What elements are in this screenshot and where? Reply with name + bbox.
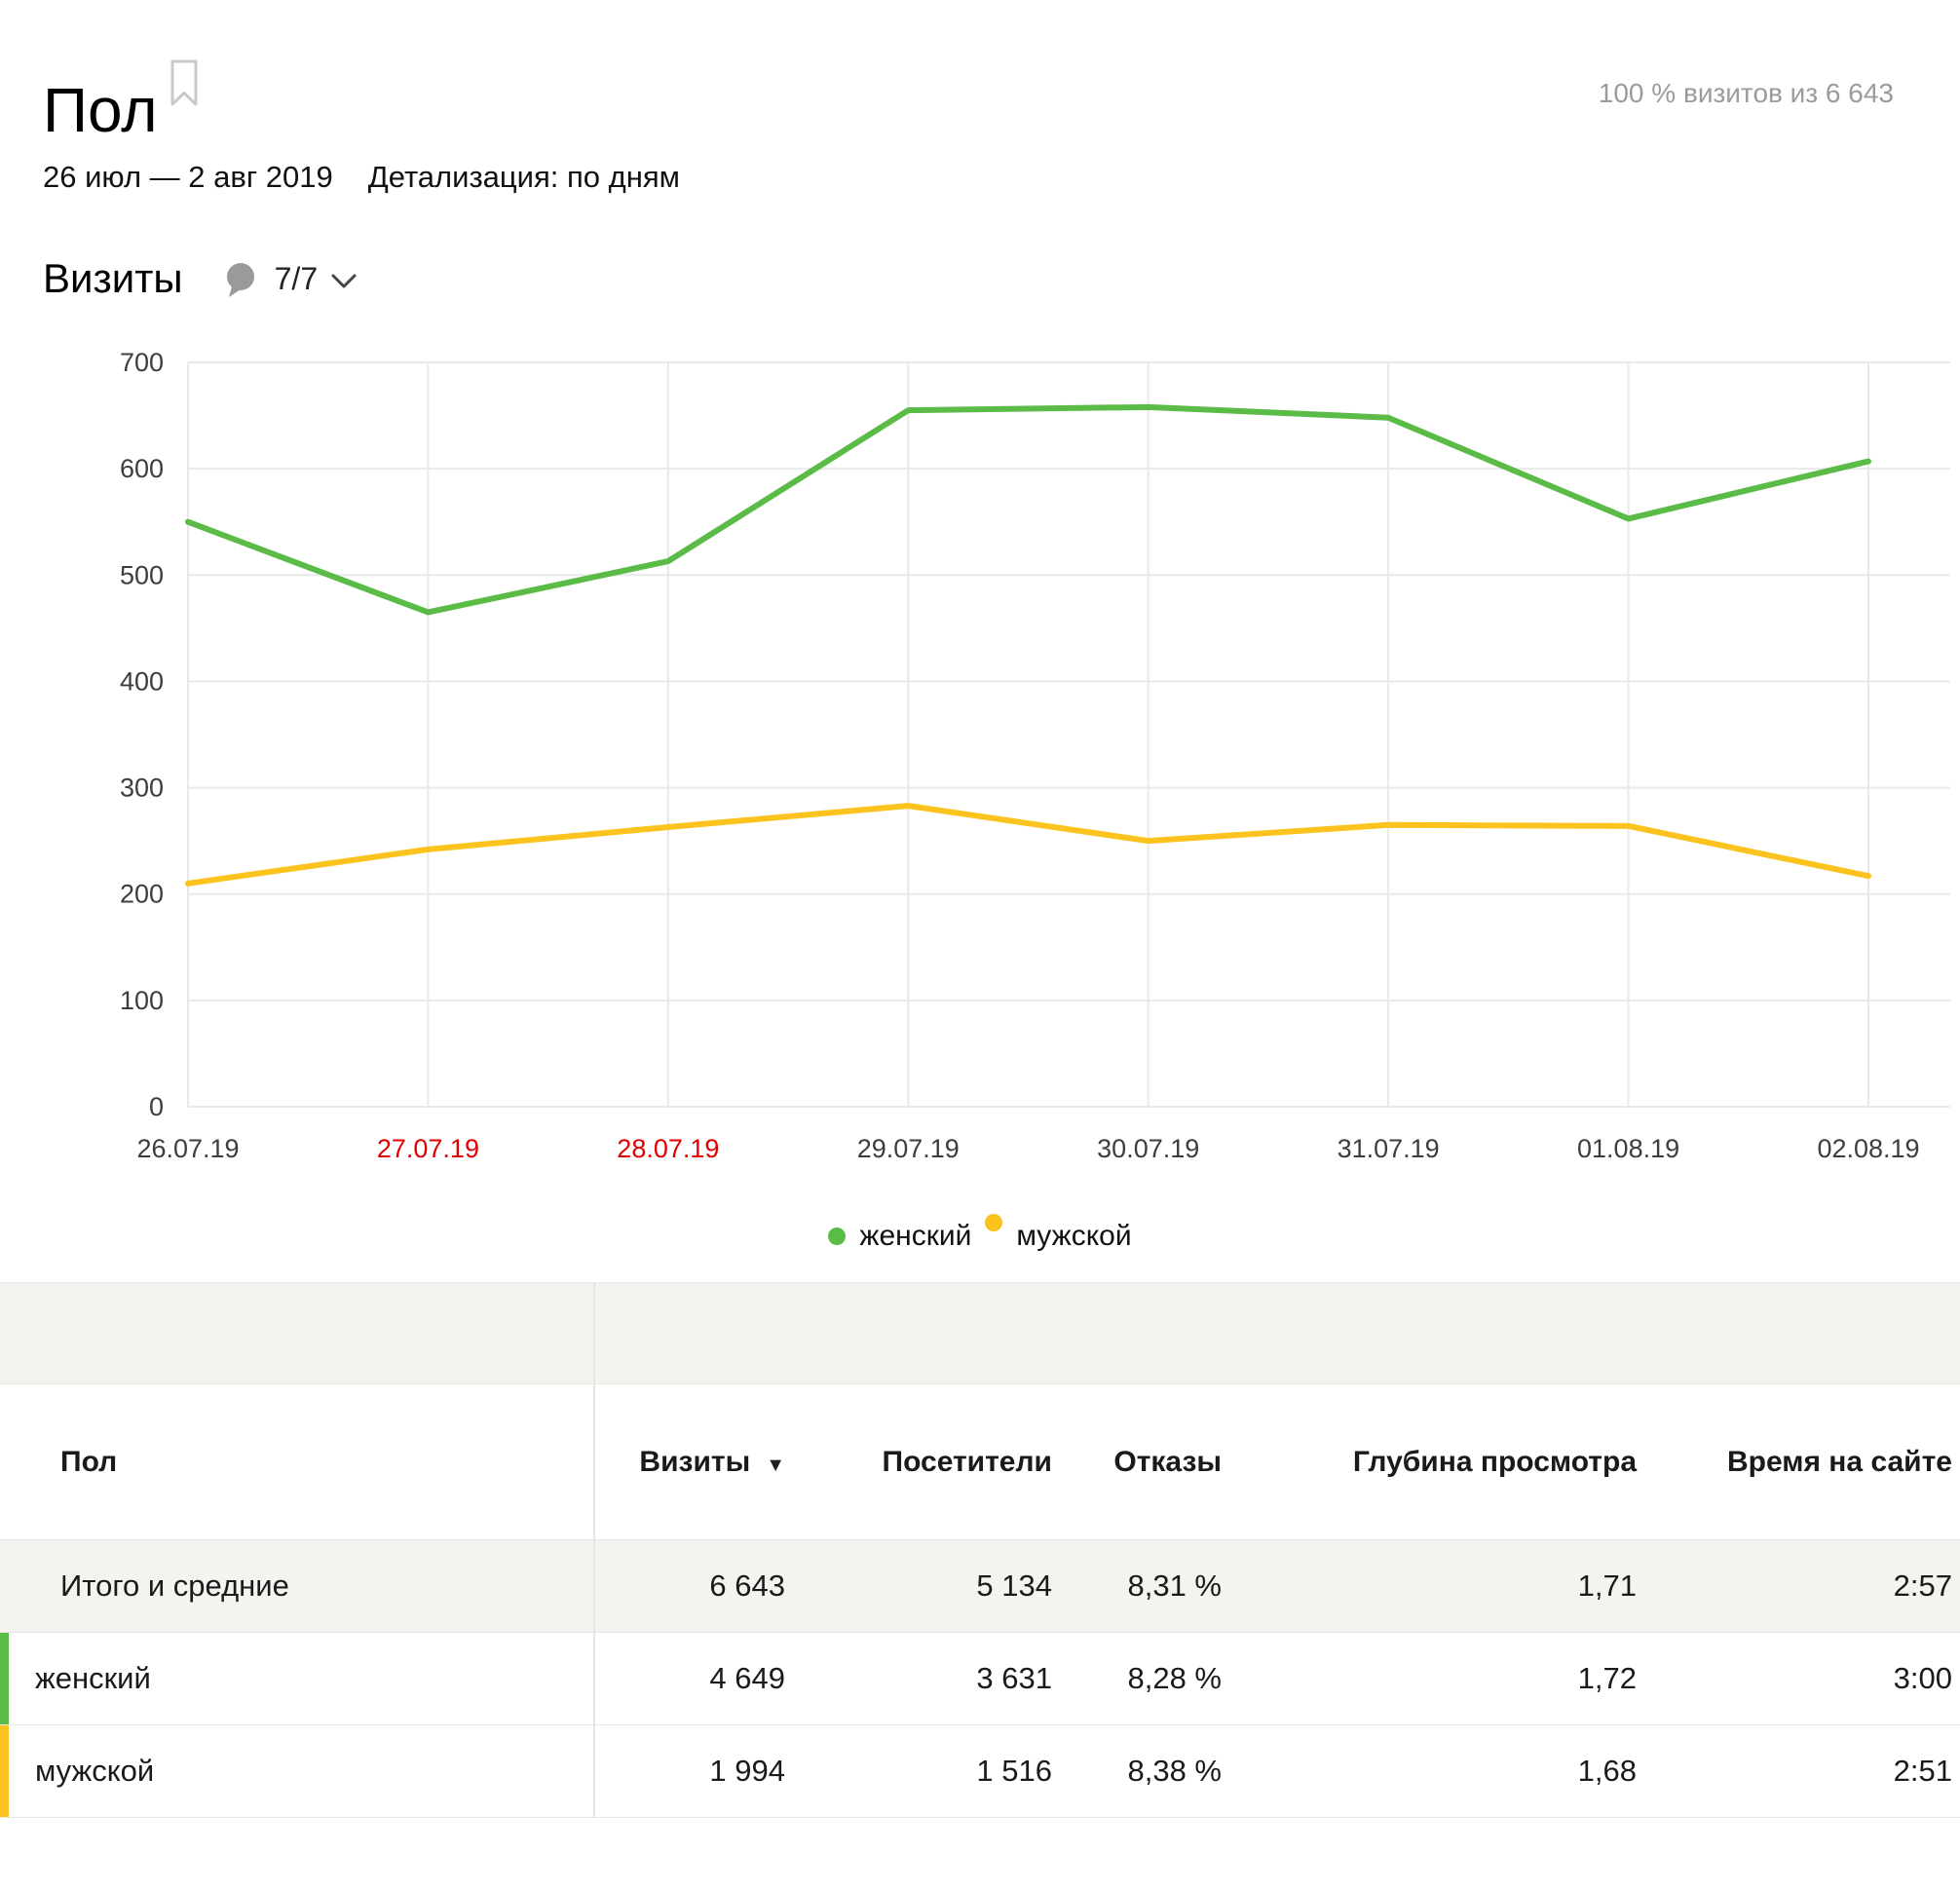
x-axis-tick-label: 30.07.19 bbox=[1097, 1134, 1199, 1163]
x-axis-tick-label: 29.07.19 bbox=[857, 1134, 960, 1163]
table-row-male[interactable]: мужской 1 994 1 516 8,38 % 1,68 2:51 bbox=[0, 1725, 1960, 1818]
chevron-down-icon[interactable] bbox=[331, 274, 357, 289]
y-axis-tick-label: 400 bbox=[120, 666, 164, 696]
x-axis-tick-label: 27.07.19 bbox=[377, 1134, 479, 1163]
visits-line-chart: 0 100 200 300 400 500 600 700 26.07.19 27.07.19 28… bbox=[120, 348, 1950, 1163]
y-axis-tick-label: 100 bbox=[120, 986, 164, 1015]
male-visitors: 1 516 bbox=[976, 1754, 1052, 1788]
row-color-bar-female bbox=[0, 1633, 9, 1724]
female-time: 3:00 bbox=[1893, 1661, 1952, 1695]
column-header-visitors[interactable]: Посетители bbox=[882, 1445, 1052, 1478]
metric-title: Визиты bbox=[43, 255, 183, 301]
x-axis-tick-label: 28.07.19 bbox=[617, 1134, 719, 1163]
period-row: 26 июл — 2 авг 2019 Детализация: по дням bbox=[43, 160, 680, 195]
x-axis-tick-label: 26.07.19 bbox=[136, 1134, 239, 1163]
detail-label: Детализация: bbox=[367, 160, 559, 194]
metric-row: Визиты 7/7 bbox=[43, 255, 357, 302]
x-axis-tick-label: 02.08.19 bbox=[1817, 1134, 1919, 1163]
detail-value[interactable]: по дням bbox=[567, 160, 680, 194]
column-header-time[interactable]: Время на сайте bbox=[1726, 1445, 1952, 1478]
y-axis-tick-label: 700 bbox=[120, 348, 164, 377]
column-header-depth[interactable]: Глубина просмотра bbox=[1352, 1445, 1637, 1478]
column-header-bounce[interactable]: Отказы bbox=[1113, 1445, 1222, 1478]
female-bounce: 8,28 % bbox=[1127, 1661, 1222, 1695]
annotations-dropdown[interactable]: 7/7 bbox=[274, 260, 319, 296]
series-line-женский bbox=[185, 403, 1871, 616]
table-header-row: Пол Визиты ▼ Посетители Отказы Глубина пр… bbox=[0, 1384, 1960, 1540]
x-axis-tick-label: 01.08.19 bbox=[1577, 1134, 1679, 1163]
row-label-female: женский bbox=[0, 1633, 595, 1724]
male-depth: 1,68 bbox=[1577, 1754, 1637, 1788]
chart-legend: женский мужской bbox=[0, 1214, 1960, 1253]
total-bounce: 8,31 % bbox=[1127, 1569, 1222, 1603]
gender-table: Пол Визиты ▼ Посетители Отказы Глубина пр… bbox=[0, 1282, 1960, 1818]
y-axis-tick-label: 500 bbox=[120, 560, 164, 589]
male-time: 2:51 bbox=[1893, 1754, 1952, 1788]
male-bounce: 8,38 % bbox=[1127, 1754, 1222, 1788]
total-visitors: 5 134 bbox=[976, 1569, 1052, 1603]
series-marker-male-icon bbox=[985, 1214, 1003, 1231]
legend-label-female: женский bbox=[859, 1220, 972, 1252]
table-toolbar-band bbox=[0, 1282, 1960, 1384]
column-header-visits[interactable]: Визиты ▼ bbox=[639, 1445, 785, 1478]
visits-share-text: 100 % визитов из 6 643 bbox=[1598, 78, 1894, 108]
legend-item-male[interactable]: мужской bbox=[985, 1214, 1132, 1253]
y-axis-tick-label: 200 bbox=[120, 880, 164, 909]
row-color-bar-male bbox=[0, 1725, 9, 1817]
table-row-female[interactable]: женский 4 649 3 631 8,28 % 1,72 3:00 bbox=[0, 1633, 1960, 1725]
row-label-total: Итого и средние bbox=[0, 1540, 595, 1632]
column-header-gender[interactable]: Пол bbox=[0, 1384, 595, 1539]
total-visits: 6 643 bbox=[709, 1569, 785, 1603]
legend-item-female[interactable]: женский bbox=[828, 1220, 971, 1253]
total-depth: 1,71 bbox=[1577, 1569, 1637, 1603]
table-row-total: Итого и средние 6 643 5 134 8,31 % 1,71 … bbox=[0, 1540, 1960, 1633]
comment-bubble-icon[interactable] bbox=[224, 262, 257, 299]
sort-desc-icon: ▼ bbox=[766, 1454, 785, 1476]
female-depth: 1,72 bbox=[1577, 1661, 1637, 1695]
date-range[interactable]: 26 июл — 2 авг 2019 bbox=[43, 160, 333, 194]
male-visits: 1 994 bbox=[709, 1754, 785, 1788]
y-axis-tick-label: 0 bbox=[149, 1092, 164, 1121]
legend-label-male: мужской bbox=[1016, 1220, 1132, 1252]
page-title: Пол bbox=[43, 74, 158, 145]
series-marker-female-icon bbox=[828, 1228, 847, 1245]
y-axis-tick-label: 600 bbox=[120, 454, 164, 483]
bookmark-icon[interactable] bbox=[170, 58, 199, 107]
row-label-male: мужской bbox=[0, 1725, 595, 1817]
total-time: 2:57 bbox=[1893, 1569, 1952, 1603]
series-line-мужской bbox=[185, 803, 1871, 887]
toolbar-band-left bbox=[0, 1283, 595, 1383]
x-axis-tick-label: 31.07.19 bbox=[1338, 1134, 1440, 1163]
y-axis-tick-label: 300 bbox=[120, 774, 164, 803]
female-visitors: 3 631 bbox=[976, 1661, 1052, 1695]
female-visits: 4 649 bbox=[709, 1661, 785, 1695]
